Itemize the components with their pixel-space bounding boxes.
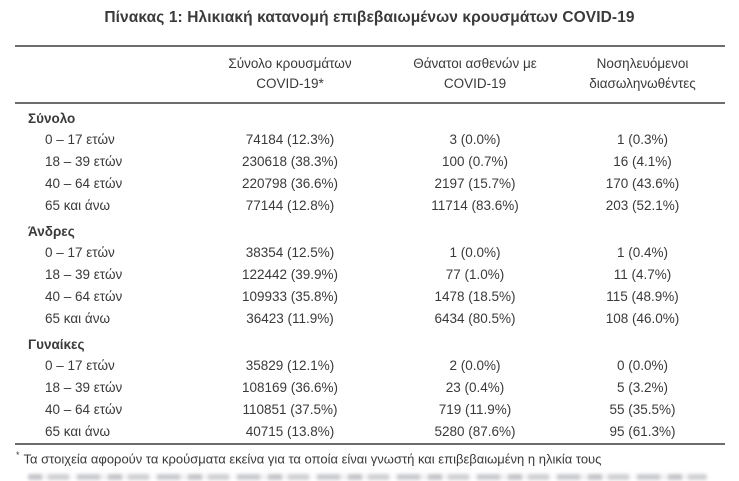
deaths-cell: 77 (1.0%) <box>445 267 505 282</box>
intubated-cell: 11 (4.7%) <box>613 267 672 282</box>
deaths-cell: 100 (0.7%) <box>441 154 509 169</box>
table-row: 18 – 39 ετών 108169 (36.6%) 23 (0.4%) 5 … <box>15 377 725 399</box>
table-row: 18 – 39 ετών 230618 (38.3%) 100 (0.7%) 1… <box>15 151 725 173</box>
col-header-total-cases: Σύνολο κρουσμάτων COVID-19* <box>190 54 390 94</box>
covid-age-distribution-table: Σύνολο κρουσμάτων COVID-19* Θάνατοι ασθε… <box>15 45 725 445</box>
deaths-cell: 2 (0.0%) <box>449 358 501 373</box>
deaths-cell: 6434 (80.5%) <box>434 311 516 326</box>
row-label: 40 – 64 ετών <box>45 176 123 191</box>
deaths-cell: 5280 (87.6%) <box>434 424 516 439</box>
table-row: 0 – 17 ετών 38354 (12.5%) 1 (0.0%) 1 (0.… <box>15 242 725 264</box>
row-label: 18 – 39 ετών <box>45 154 123 169</box>
cases-cell: 109933 (35.8%) <box>241 289 339 304</box>
cases-cell: 110851 (37.5%) <box>242 402 338 417</box>
cases-cell: 38354 (12.5%) <box>245 245 335 260</box>
section-header-total: Σύνολο <box>28 111 76 126</box>
intubated-cell: 5 (3.2%) <box>616 380 669 395</box>
row-label: 65 και άνω <box>45 198 111 213</box>
deaths-cell: 719 (11.9%) <box>438 402 512 417</box>
footnote: * Τα στοιχεία αφορούν τα κρούσματα εκείνα… <box>16 450 726 466</box>
row-label: 40 – 64 ετών <box>45 289 123 304</box>
table-header-row: Σύνολο κρουσμάτων COVID-19* Θάνατοι ασθε… <box>15 47 725 104</box>
deaths-cell: 3 (0.0%) <box>449 132 501 147</box>
cutoff-next-line-smudge <box>28 474 707 480</box>
section-header-men: Άνδρες <box>28 224 75 239</box>
col-header-intubated: Νοσηλευόμενοι διασωληνωθέντες <box>560 54 725 94</box>
footnote-text: Τα στοιχεία αφορούν τα κρούσματα εκείνα … <box>23 451 602 467</box>
cases-cell: 122442 (39.9%) <box>241 267 339 282</box>
deaths-cell: 1 (0.0%) <box>449 245 501 260</box>
row-label: 40 – 64 ετών <box>45 402 123 417</box>
intubated-cell: 170 (43.6%) <box>605 176 680 191</box>
cases-cell: 74184 (12.3%) <box>245 132 335 147</box>
intubated-cell: 1 (0.4%) <box>616 245 669 260</box>
intubated-cell: 95 (61.3%) <box>609 424 676 439</box>
cases-cell: 36423 (11.9%) <box>246 311 334 326</box>
cases-cell: 35829 (12.1%) <box>245 358 335 373</box>
col-header-deaths: Θάνατοι ασθενών με COVID-19 <box>390 54 560 94</box>
table-row: 40 – 64 ετών 220798 (36.6%) 2197 (15.7%)… <box>15 173 725 195</box>
row-label: 18 – 39 ετών <box>45 267 123 282</box>
table-row: 18 – 39 ετών 122442 (39.9%) 77 (1.0%) 11… <box>15 264 725 286</box>
footnote-asterisk: * <box>16 450 20 460</box>
intubated-cell: 0 (0.0%) <box>616 358 669 373</box>
cases-cell: 230618 (38.3%) <box>241 154 339 169</box>
row-label: 0 – 17 ετών <box>45 358 115 373</box>
row-label: 18 – 39 ετών <box>45 380 123 395</box>
intubated-cell: 55 (35.5%) <box>609 402 676 417</box>
intubated-cell: 115 (48.9%) <box>606 289 679 304</box>
col-header-total-cases-line2: COVID-19* <box>256 76 324 91</box>
col-header-empty <box>15 54 190 94</box>
intubated-cell: 1 (0.3%) <box>616 132 669 147</box>
col-header-intubated-line1: Νοσηλευόμενοι <box>596 56 689 71</box>
section-header-women: Γυναίκες <box>28 337 85 352</box>
row-label: 65 και άνω <box>45 311 111 326</box>
table-row: 65 και άνω 40715 (13.8%) 5280 (87.6%) 95… <box>15 421 725 443</box>
col-header-total-cases-line1: Σύνολο κρουσμάτων <box>228 56 352 71</box>
table-body: Σύνολο 0 – 17 ετών 74184 (12.3%) 3 (0.0%… <box>15 104 725 445</box>
table-row: 40 – 64 ετών 110851 (37.5%) 719 (11.9%) … <box>15 399 725 421</box>
cases-cell: 220798 (36.6%) <box>241 176 339 191</box>
table-row: 0 – 17 ετών 35829 (12.1%) 2 (0.0%) 0 (0.… <box>15 355 725 377</box>
deaths-cell: 2197 (15.7%) <box>434 176 516 191</box>
row-label: 0 – 17 ετών <box>45 245 115 260</box>
row-label: 65 και άνω <box>45 424 111 439</box>
col-header-deaths-line2: COVID-19 <box>443 76 507 91</box>
cases-cell: 108169 (36.6%) <box>241 380 339 395</box>
deaths-cell: 11714 (83.6%) <box>431 198 519 213</box>
cases-cell: 77144 (12.8%) <box>245 198 335 213</box>
deaths-cell: 23 (0.4%) <box>445 380 505 395</box>
intubated-cell: 203 (52.1%) <box>605 198 680 213</box>
col-header-intubated-line2: διασωληνωθέντες <box>589 76 696 91</box>
table-row: 40 – 64 ετών 109933 (35.8%) 1478 (18.5%)… <box>15 286 725 308</box>
table-row: 0 – 17 ετών 74184 (12.3%) 3 (0.0%) 1 (0.… <box>15 129 725 151</box>
intubated-cell: 16 (4.1%) <box>613 154 672 169</box>
deaths-cell: 1478 (18.5%) <box>434 289 516 304</box>
table-row: 65 και άνω 77144 (12.8%) 11714 (83.6%) 2… <box>15 195 725 217</box>
table-row: 65 και άνω 36423 (11.9%) 6434 (80.5%) 10… <box>15 308 725 330</box>
col-header-deaths-line1: Θάνατοι ασθενών με <box>413 56 537 71</box>
intubated-cell: 108 (46.0%) <box>605 311 680 326</box>
table-title: Πίνακας 1: Ηλικιακή κατανομή επιβεβαιωμέ… <box>104 9 635 26</box>
row-label: 0 – 17 ετών <box>45 132 115 147</box>
cases-cell: 40715 (13.8%) <box>245 424 335 439</box>
